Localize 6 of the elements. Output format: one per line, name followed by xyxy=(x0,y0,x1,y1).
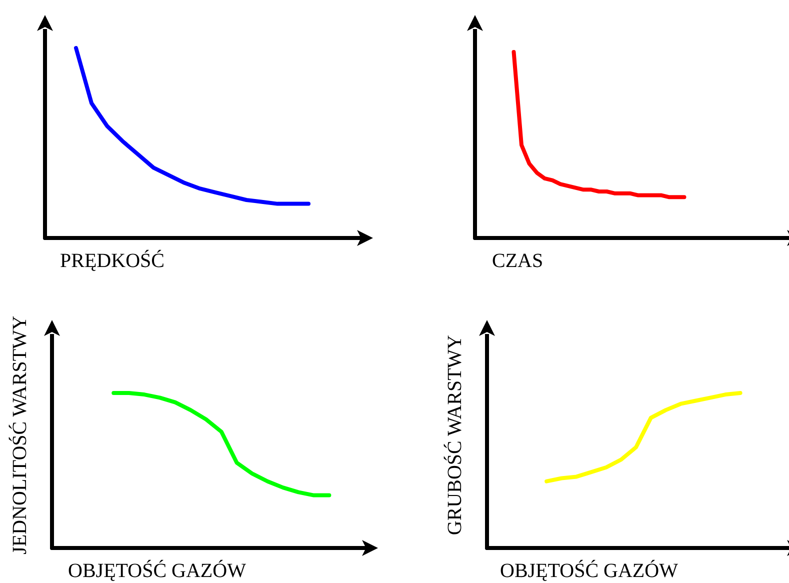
x-axis-title: PRĘDKOŚĆ xyxy=(60,249,164,272)
y-axis-title: GRUBOŚĆ WARSTWY xyxy=(443,334,466,536)
x-axis-title: OBJĘTOŚĆ GAZÓW xyxy=(68,559,246,582)
x-axis-title: CZAS xyxy=(492,250,544,272)
y-axis-title: JEDNOLITOŚĆ WARSTWY xyxy=(8,316,31,554)
x-axis-title: OBJĘTOŚĆ GAZÓW xyxy=(500,559,678,582)
